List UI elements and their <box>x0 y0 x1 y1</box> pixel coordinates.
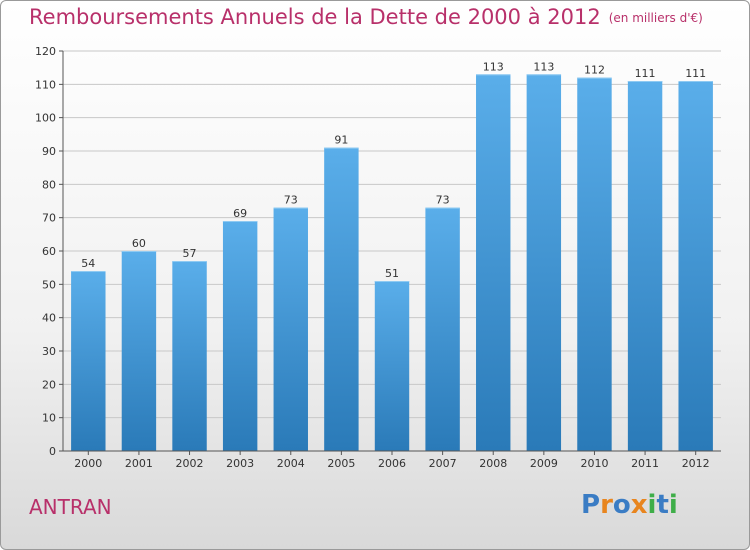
bar-2009 <box>526 74 562 451</box>
data-label: 111 <box>685 67 706 80</box>
data-label: 111 <box>635 67 656 80</box>
bar-2002 <box>172 261 207 451</box>
y-tick-label: 40 <box>42 312 56 325</box>
data-label: 73 <box>436 194 450 207</box>
chart-title: Remboursements Annuels de la Dette de 20… <box>29 5 703 29</box>
y-tick-label: 20 <box>42 378 56 391</box>
bar-2006 <box>374 281 410 451</box>
data-label: 91 <box>334 134 348 147</box>
data-label: 113 <box>483 60 504 73</box>
logo-letter: x <box>630 490 648 520</box>
logo-letter: t <box>656 490 669 520</box>
logo-letter: o <box>612 490 631 520</box>
y-tick-label: 70 <box>42 212 56 225</box>
x-tick-label: 2000 <box>74 457 102 470</box>
bars <box>71 74 713 452</box>
logo-letter: P <box>581 490 601 520</box>
bar-2007 <box>425 207 460 451</box>
x-tick-label: 2001 <box>125 457 153 470</box>
labels: 0 10 20 30 40 50 60 70 80 90 100 110 120 2000 54 2001 60… <box>35 45 710 470</box>
data-label: 60 <box>132 237 146 250</box>
chart-unit-label: (en milliers d'€) <box>608 11 703 25</box>
x-tick-label: 2002 <box>176 457 204 470</box>
x-tick-label: 2004 <box>277 457 305 470</box>
y-tick-label: 0 <box>49 445 56 458</box>
x-tick-label: 2008 <box>479 457 507 470</box>
x-tick-label: 2005 <box>327 457 355 470</box>
data-label: 69 <box>233 207 247 220</box>
bar-2000 <box>71 271 106 451</box>
y-tick-label: 120 <box>35 45 56 58</box>
proxiti-logo[interactable]: Proxiti <box>581 490 678 520</box>
y-tick-label: 30 <box>42 345 56 358</box>
y-tick-label: 10 <box>42 412 56 425</box>
x-tick-label: 2011 <box>631 457 659 470</box>
data-label: 51 <box>385 267 399 280</box>
bar-2001 <box>121 251 157 451</box>
data-label: 57 <box>183 247 197 260</box>
data-label: 113 <box>533 60 554 73</box>
y-tick-label: 100 <box>35 112 56 125</box>
bar-2010 <box>577 77 612 452</box>
data-label: 54 <box>81 257 95 270</box>
bar-2012 <box>678 81 713 451</box>
bar-2004 <box>273 207 308 451</box>
y-tick-label: 60 <box>42 245 56 258</box>
y-tick-label: 90 <box>42 145 56 158</box>
logo-letter: i <box>647 490 657 520</box>
x-tick-label: 2006 <box>378 457 406 470</box>
commune-name: ANTRAN <box>29 495 112 519</box>
logo-letter: i <box>668 490 678 520</box>
x-tick-label: 2007 <box>429 457 457 470</box>
bar-2005 <box>324 147 359 451</box>
x-tick-label: 2010 <box>580 457 608 470</box>
logo-letter: r <box>600 490 613 520</box>
axes <box>59 50 721 455</box>
chart-title-text: Remboursements Annuels de la Dette de 20… <box>29 5 601 29</box>
data-label: 112 <box>584 64 605 77</box>
y-tick-label: 80 <box>42 178 56 191</box>
bar-2008 <box>476 74 511 451</box>
y-tick-label: 110 <box>35 78 56 91</box>
x-tick-label: 2012 <box>682 457 710 470</box>
bar-2003 <box>222 221 258 451</box>
x-tick-label: 2009 <box>530 457 558 470</box>
bar-2011 <box>627 81 663 451</box>
y-tick-label: 50 <box>42 278 56 291</box>
data-label: 73 <box>284 194 298 207</box>
x-tick-label: 2003 <box>226 457 254 470</box>
